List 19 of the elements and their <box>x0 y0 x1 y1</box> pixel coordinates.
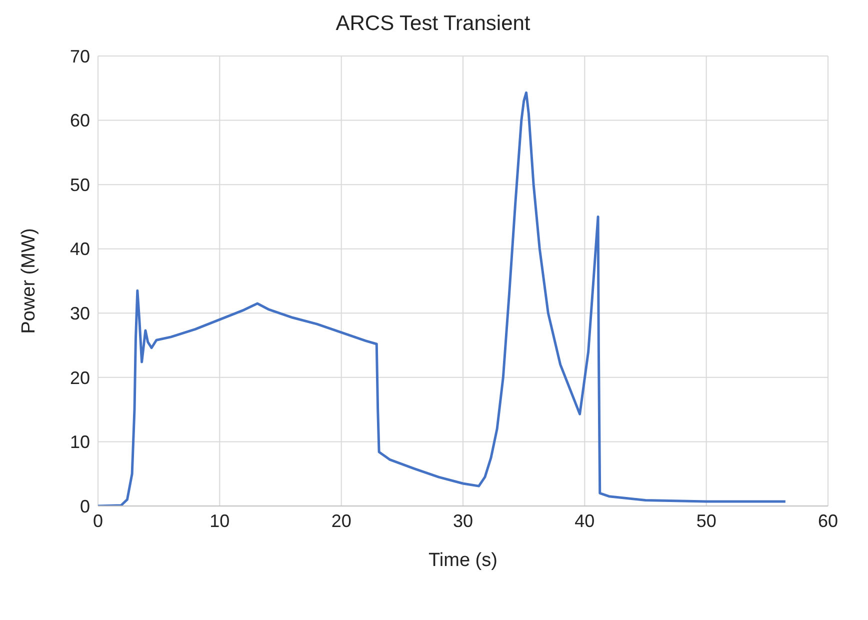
y-tick-label: 40 <box>70 239 90 260</box>
y-tick-label: 20 <box>70 368 90 388</box>
x-tick-label: 30 <box>452 510 474 531</box>
x-tick-label: 50 <box>696 510 716 531</box>
y-axis-title: Power (MW) <box>18 228 40 334</box>
x-tick-label: 0 <box>92 510 104 531</box>
line-series <box>98 91 787 506</box>
x-axis-title: Time (s) <box>428 550 498 571</box>
y-tick-label: 0 <box>80 496 90 516</box>
chart-title: ARCS Test Transient <box>334 12 532 36</box>
x-tick-label: 10 <box>210 510 230 531</box>
y-tick-label: 70 <box>70 46 90 66</box>
y-tick-label: 10 <box>70 432 90 452</box>
y-tick-label: 30 <box>70 304 90 324</box>
x-tick-label: 20 <box>331 510 352 531</box>
x-tick-label: 60 <box>818 510 838 531</box>
x-tick-label: 40 <box>574 510 595 531</box>
y-tick-label: 50 <box>70 174 90 195</box>
y-tick-label: 60 <box>70 110 90 131</box>
